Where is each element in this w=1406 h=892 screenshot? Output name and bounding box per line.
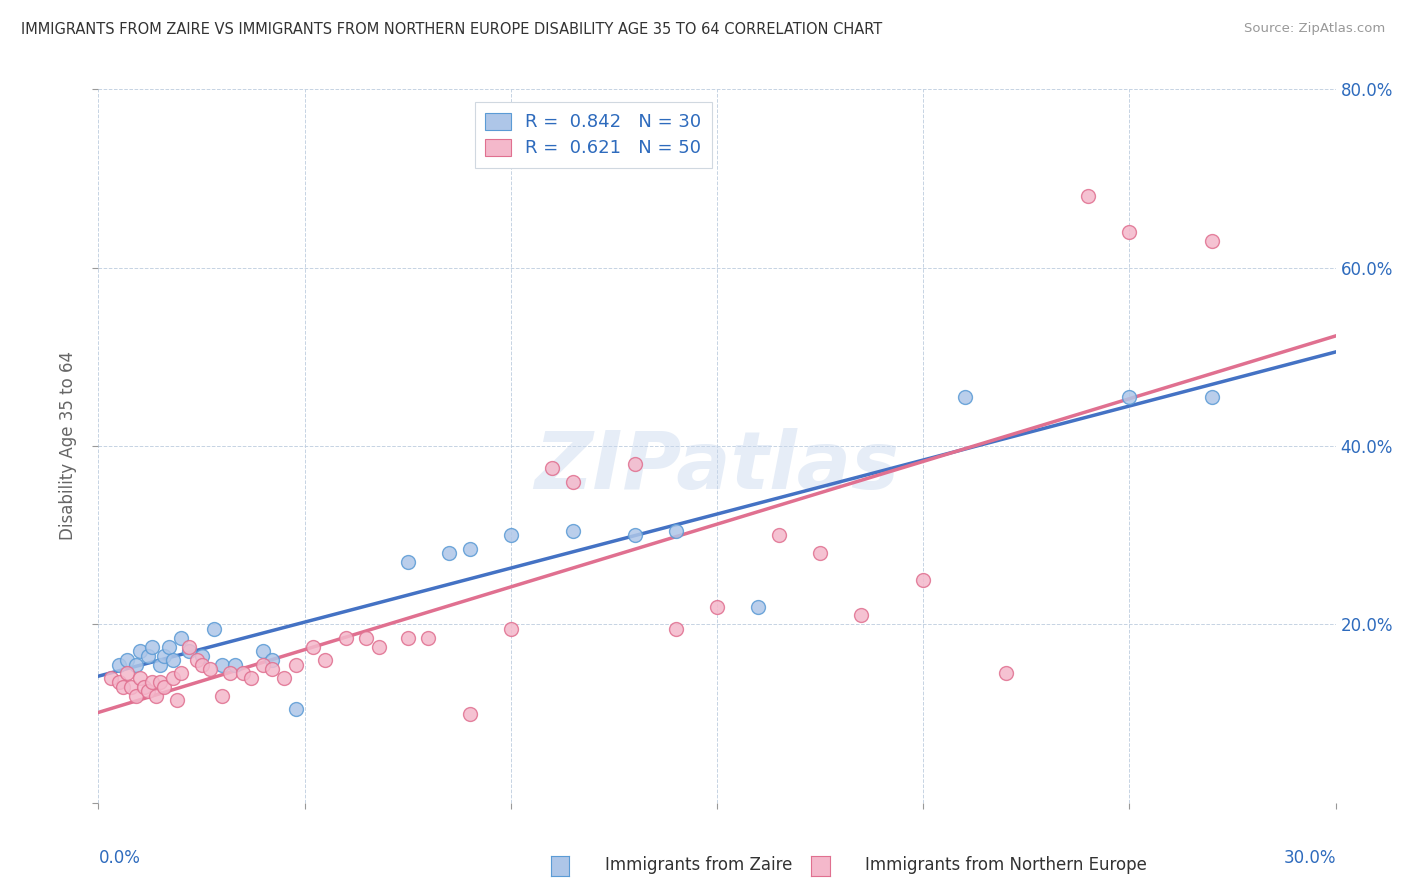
- Point: [252, 657, 274, 672]
- Point: [124, 689, 146, 703]
- Point: [141, 640, 163, 654]
- Point: [170, 631, 193, 645]
- Point: [117, 666, 139, 681]
- Point: [128, 644, 150, 658]
- Point: [149, 657, 172, 672]
- Point: [124, 657, 146, 672]
- Text: 0.0%: 0.0%: [98, 849, 141, 867]
- Point: [162, 653, 184, 667]
- Point: [953, 390, 976, 404]
- Point: [623, 457, 645, 471]
- Point: [437, 546, 460, 560]
- Point: [561, 524, 583, 538]
- Point: [418, 631, 440, 645]
- Text: 30.0%: 30.0%: [1284, 849, 1336, 867]
- Point: [128, 671, 150, 685]
- Point: [541, 461, 564, 475]
- Point: [211, 657, 233, 672]
- Point: [747, 599, 769, 614]
- Point: [994, 666, 1017, 681]
- Point: [232, 666, 254, 681]
- Point: [190, 657, 212, 672]
- Point: [166, 693, 188, 707]
- Point: [335, 631, 357, 645]
- Text: ZIPatlas: ZIPatlas: [534, 428, 900, 507]
- Point: [198, 662, 221, 676]
- Point: [252, 644, 274, 658]
- Point: [136, 648, 159, 663]
- Point: [1118, 225, 1140, 239]
- Point: [1077, 189, 1099, 203]
- Point: [260, 662, 283, 676]
- Point: [665, 524, 688, 538]
- Point: [302, 640, 325, 654]
- Point: [499, 622, 522, 636]
- Legend: R =  0.842   N = 30, R =  0.621   N = 50: R = 0.842 N = 30, R = 0.621 N = 50: [475, 102, 711, 169]
- Point: [153, 648, 176, 663]
- Point: [396, 631, 419, 645]
- Point: [665, 622, 688, 636]
- Point: [706, 599, 728, 614]
- Point: [100, 671, 122, 685]
- Point: [808, 546, 831, 560]
- Text: Source: ZipAtlas.com: Source: ZipAtlas.com: [1244, 22, 1385, 36]
- Point: [260, 653, 283, 667]
- Text: Immigrants from Zaire: Immigrants from Zaire: [605, 856, 792, 874]
- Point: [499, 528, 522, 542]
- Point: [851, 608, 873, 623]
- Point: [219, 666, 242, 681]
- Point: [186, 653, 208, 667]
- Point: [149, 675, 172, 690]
- Point: [108, 675, 131, 690]
- Point: [285, 702, 308, 716]
- Point: [190, 648, 212, 663]
- Point: [458, 541, 481, 556]
- Point: [112, 680, 135, 694]
- Point: [170, 666, 193, 681]
- Point: [1118, 390, 1140, 404]
- Point: [179, 644, 201, 658]
- Point: [136, 684, 159, 698]
- Point: [157, 640, 180, 654]
- Text: IMMIGRANTS FROM ZAIRE VS IMMIGRANTS FROM NORTHERN EUROPE DISABILITY AGE 35 TO 64: IMMIGRANTS FROM ZAIRE VS IMMIGRANTS FROM…: [21, 22, 883, 37]
- Point: [211, 689, 233, 703]
- Point: [367, 640, 389, 654]
- Point: [240, 671, 263, 685]
- Point: [145, 689, 167, 703]
- Point: [314, 653, 336, 667]
- Point: [202, 622, 225, 636]
- Point: [1201, 234, 1223, 248]
- Point: [108, 657, 131, 672]
- Point: [356, 631, 378, 645]
- Point: [179, 640, 201, 654]
- Point: [396, 555, 419, 569]
- Point: [768, 528, 790, 542]
- Text: Immigrants from Northern Europe: Immigrants from Northern Europe: [865, 856, 1146, 874]
- Point: [561, 475, 583, 489]
- Point: [141, 675, 163, 690]
- Point: [458, 706, 481, 721]
- Point: [117, 653, 139, 667]
- Point: [912, 573, 935, 587]
- Point: [120, 680, 142, 694]
- Point: [1201, 390, 1223, 404]
- Point: [285, 657, 308, 672]
- Point: [153, 680, 176, 694]
- Point: [132, 680, 155, 694]
- Point: [623, 528, 645, 542]
- Y-axis label: Disability Age 35 to 64: Disability Age 35 to 64: [59, 351, 77, 541]
- Point: [224, 657, 246, 672]
- Point: [162, 671, 184, 685]
- Point: [273, 671, 295, 685]
